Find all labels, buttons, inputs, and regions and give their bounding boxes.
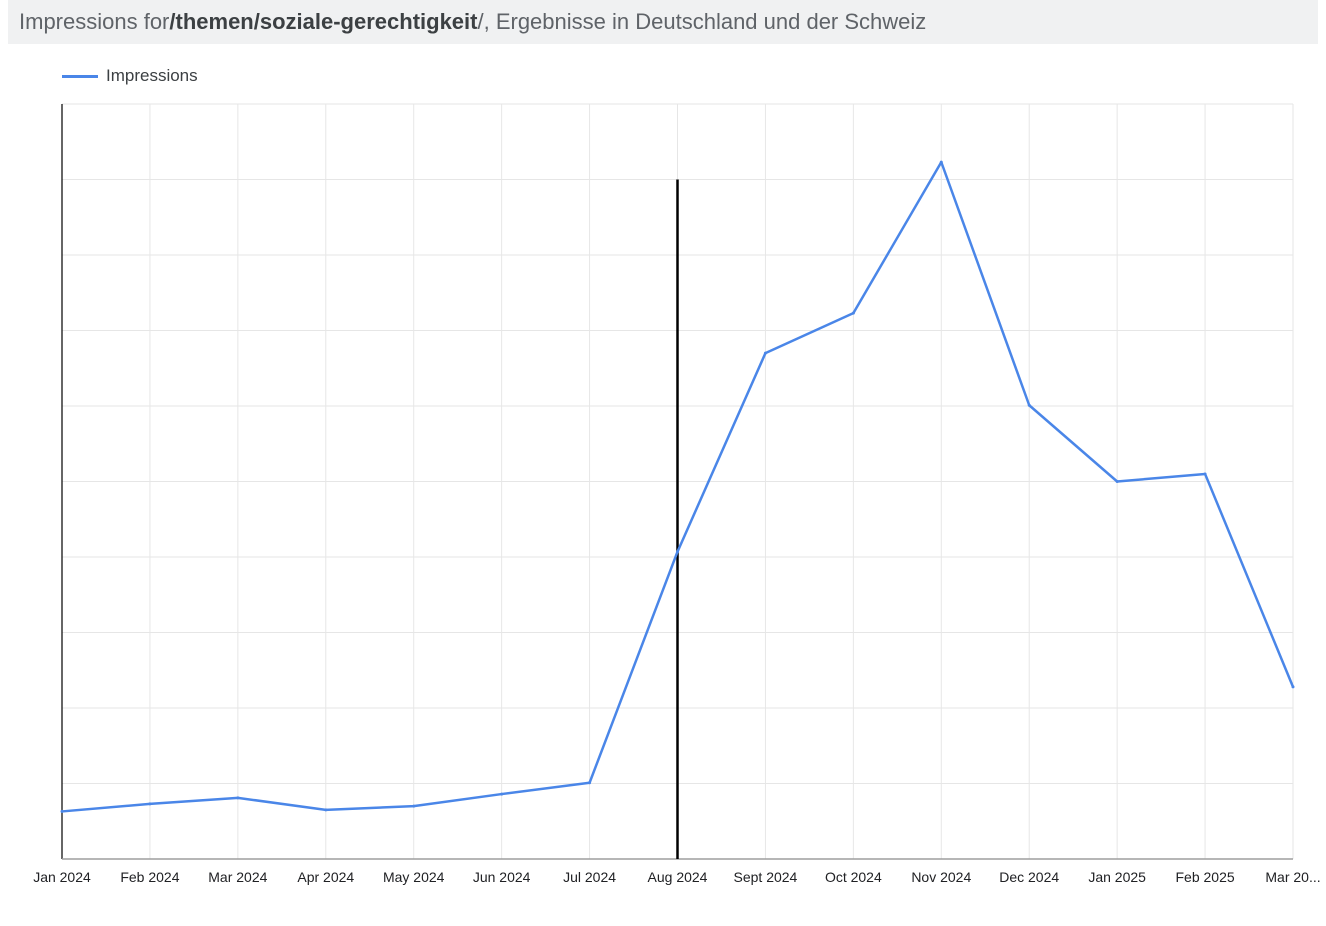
x-tick-label: Jul 2024: [563, 869, 616, 885]
data-point: [763, 351, 767, 355]
data-point: [236, 796, 240, 800]
x-tick-label: Mar 2024: [208, 869, 267, 885]
legend[interactable]: Impressions: [62, 66, 198, 86]
x-tick-label: Dec 2024: [999, 869, 1059, 885]
data-point: [1203, 472, 1207, 476]
x-tick-label: Oct 2024: [825, 869, 882, 885]
data-point: [500, 792, 504, 796]
chart-title: Impressions for /themen/soziale-gerechti…: [8, 0, 1318, 44]
data-point: [1291, 685, 1295, 689]
x-tick-label: May 2024: [383, 869, 445, 885]
data-point: [588, 781, 592, 785]
data-point: [676, 550, 679, 554]
x-tick-label: Jan 2025: [1088, 869, 1146, 885]
x-tick-label: Apr 2024: [297, 869, 354, 885]
x-tick-label: Sept 2024: [734, 869, 798, 885]
data-point: [851, 311, 855, 315]
x-tick-label: Aug 2024: [648, 869, 708, 885]
x-tick-label: Nov 2024: [911, 869, 971, 885]
legend-swatch: [62, 74, 98, 78]
data-point: [60, 809, 64, 813]
data-point: [939, 160, 943, 164]
x-tick-label: Feb 2025: [1175, 869, 1234, 885]
data-point: [412, 804, 416, 808]
data-point: [1027, 403, 1031, 407]
x-tick-label: Feb 2024: [120, 869, 179, 885]
data-point: [148, 802, 152, 806]
x-tick-label: Jun 2024: [473, 869, 531, 885]
title-suffix: /, Ergebnisse in Deutschland und der Sch…: [477, 9, 927, 34]
x-tick-label: Mar 20...: [1265, 869, 1320, 885]
title-path: /themen/soziale-gerechtigkeit: [169, 9, 478, 34]
data-point: [324, 808, 328, 812]
legend-label: Impressions: [106, 66, 198, 85]
x-tick-label: Jan 2024: [33, 869, 91, 885]
data-point: [1115, 480, 1119, 483]
title-prefix: Impressions for: [19, 9, 170, 34]
